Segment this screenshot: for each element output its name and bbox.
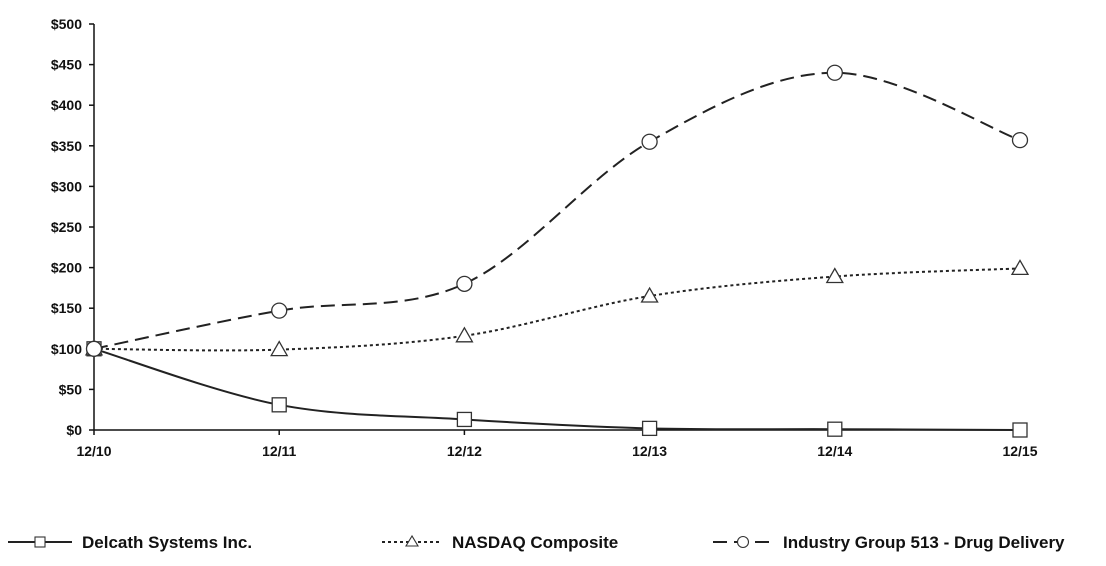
y-tick-label: $300	[51, 178, 82, 194]
x-tick-label: 12/12	[447, 443, 482, 459]
x-tick-label: 12/14	[817, 443, 852, 459]
legend-label: Industry Group 513 - Drug Delivery	[783, 533, 1065, 552]
data-point-series-2	[1010, 259, 1030, 276]
data-point-series-3	[826, 64, 843, 81]
series-line-1	[93, 347, 1021, 431]
x-tick-label: 12/13	[632, 443, 667, 459]
x-tick-labels: 12/10 12/11 12/12 12/13 12/14 12/15	[76, 430, 1038, 459]
data-point-series-2	[270, 340, 289, 357]
legend-label: NASDAQ Composite	[452, 533, 618, 552]
x-tick-label: 12/10	[76, 443, 111, 459]
legend-marker	[736, 535, 750, 549]
data-point-series-3	[271, 302, 288, 319]
data-point-series-3	[1011, 131, 1029, 149]
legend-marker	[405, 534, 419, 547]
data-point-series-3	[85, 340, 103, 357]
series-line-3	[93, 71, 1021, 350]
data-point-series-1	[456, 411, 473, 428]
y-tick-label: $50	[59, 381, 83, 397]
y-tick-label: $100	[51, 341, 82, 357]
y-tick-label: $350	[51, 138, 82, 154]
data-point-series-1	[271, 397, 287, 413]
x-tick-label: 12/11	[262, 443, 296, 459]
data-point-series-3	[641, 133, 658, 150]
y-tick-label: $450	[51, 57, 82, 73]
data-point-series-2	[455, 326, 474, 343]
y-tick-label: $0	[66, 422, 82, 438]
data-point-series-2	[640, 286, 659, 303]
y-tick-label: $250	[51, 219, 82, 235]
x-tick-label: 12/15	[1002, 443, 1037, 459]
legend-marker	[34, 536, 46, 548]
data-point-series-2	[825, 267, 844, 284]
data-point-series-1	[827, 421, 843, 437]
y-tick-label: $400	[51, 97, 82, 113]
data-point-series-1	[641, 420, 658, 437]
data-point-series-3	[456, 275, 473, 292]
data-point-series-1	[1012, 422, 1028, 438]
legend-label: Delcath Systems Inc.	[82, 533, 252, 552]
series-lines	[93, 71, 1021, 431]
y-tick-label: $150	[51, 300, 82, 316]
series-line-2	[93, 267, 1021, 352]
axes	[93, 24, 1020, 431]
legend: Delcath Systems Inc. NASDAQ Composite Indu…	[8, 533, 1065, 552]
y-tick-label: $500	[51, 16, 82, 32]
y-tick-labels: $0 $50 $100 $150 $200 $250 $300 $350 $400 $450 $50…	[51, 16, 94, 438]
series-markers	[84, 64, 1030, 438]
y-tick-label: $200	[51, 260, 82, 276]
